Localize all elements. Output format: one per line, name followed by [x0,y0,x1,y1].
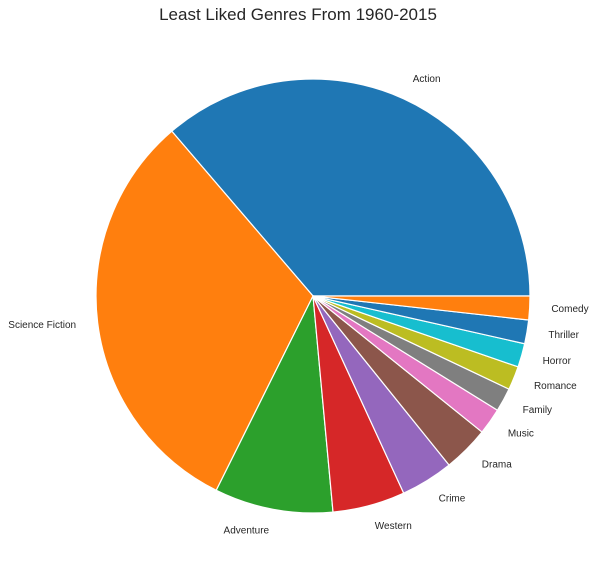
pie-label-thriller: Thriller [548,330,579,341]
pie-label-drama: Drama [482,459,512,470]
pie-labels: Action Science Fiction Adventure Western Cri… [8,74,588,536]
pie-slice-comedy [312,295,531,321]
pie-slice-adventure [215,295,334,514]
pie-label-comedy: Comedy [551,304,588,315]
pie-label-adventure: Adventure [224,525,270,536]
pie-label-horror: Horror [543,356,572,367]
pie-label-crime: Crime [439,494,466,505]
pie-label-romance: Romance [534,381,577,392]
pie-label-music: Music [508,429,534,440]
pie-label-family: Family [523,405,552,416]
pie-slice-science-fiction [95,130,314,491]
pie-label-science-fiction: Science Fiction [8,320,76,331]
pie-label-western: Western [375,521,412,532]
pie-slice-action [171,78,531,297]
chart-title: Least Liked Genres From 1960-2015 [159,5,437,24]
pie-slices [95,78,531,514]
pie-label-action: Action [413,74,441,85]
